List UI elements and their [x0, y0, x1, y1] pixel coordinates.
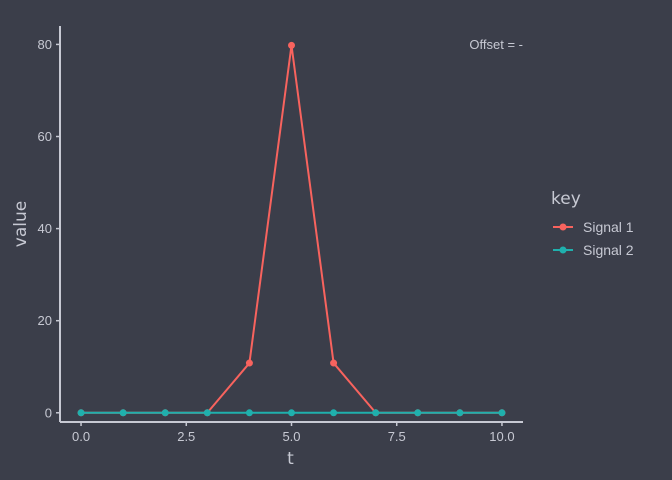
data-point — [372, 409, 380, 417]
legend-label: Signal 1 — [583, 219, 634, 235]
data-point — [161, 409, 169, 417]
data-point — [203, 409, 211, 417]
data-point — [498, 409, 506, 417]
legend: key Signal 1 Signal 2 — [551, 189, 634, 258]
legend-title: key — [551, 189, 581, 209]
x-ticks: 0.0 2.5 5.0 7.5 10.0 — [72, 422, 515, 444]
y-axis-title: value — [11, 201, 31, 247]
y-tick-label: 60 — [38, 129, 52, 144]
legend-items: Signal 1 Signal 2 — [553, 219, 634, 258]
y-tick-label: 40 — [38, 221, 52, 236]
x-tick-label: 10.0 — [489, 429, 514, 444]
series-layer — [77, 41, 506, 417]
data-point — [245, 409, 253, 417]
data-point — [77, 409, 85, 417]
data-point — [456, 409, 464, 417]
x-tick-label: 5.0 — [282, 429, 300, 444]
offset-annotation: Offset = - — [469, 37, 523, 52]
x-tick-label: 0.0 — [72, 429, 90, 444]
legend-label: Signal 2 — [583, 242, 634, 258]
y-tick-label: 20 — [38, 313, 52, 328]
legend-key-point — [559, 246, 567, 254]
series-2 — [77, 409, 506, 417]
data-point — [288, 409, 295, 417]
x-tick-label: 7.5 — [388, 429, 406, 444]
legend-item: Signal 1 — [553, 219, 634, 235]
data-point — [119, 409, 127, 417]
y-tick-label: 80 — [38, 37, 52, 52]
x-axis-title: t — [287, 449, 294, 469]
series-line — [81, 44, 502, 414]
data-point — [288, 41, 295, 49]
series-1 — [77, 41, 506, 417]
y-ticks: 0 20 40 60 80 — [38, 37, 60, 420]
data-point — [245, 359, 253, 367]
data-point — [330, 409, 338, 417]
legend-item: Signal 2 — [553, 242, 634, 258]
legend-key-point — [559, 223, 567, 231]
data-point — [330, 359, 338, 367]
data-point — [414, 409, 422, 417]
x-tick-label: 2.5 — [177, 429, 195, 444]
y-tick-label: 0 — [45, 405, 52, 420]
plot-area: 0 20 40 60 80 0.0 2.5 5.0 7.5 10.0 — [38, 26, 523, 444]
